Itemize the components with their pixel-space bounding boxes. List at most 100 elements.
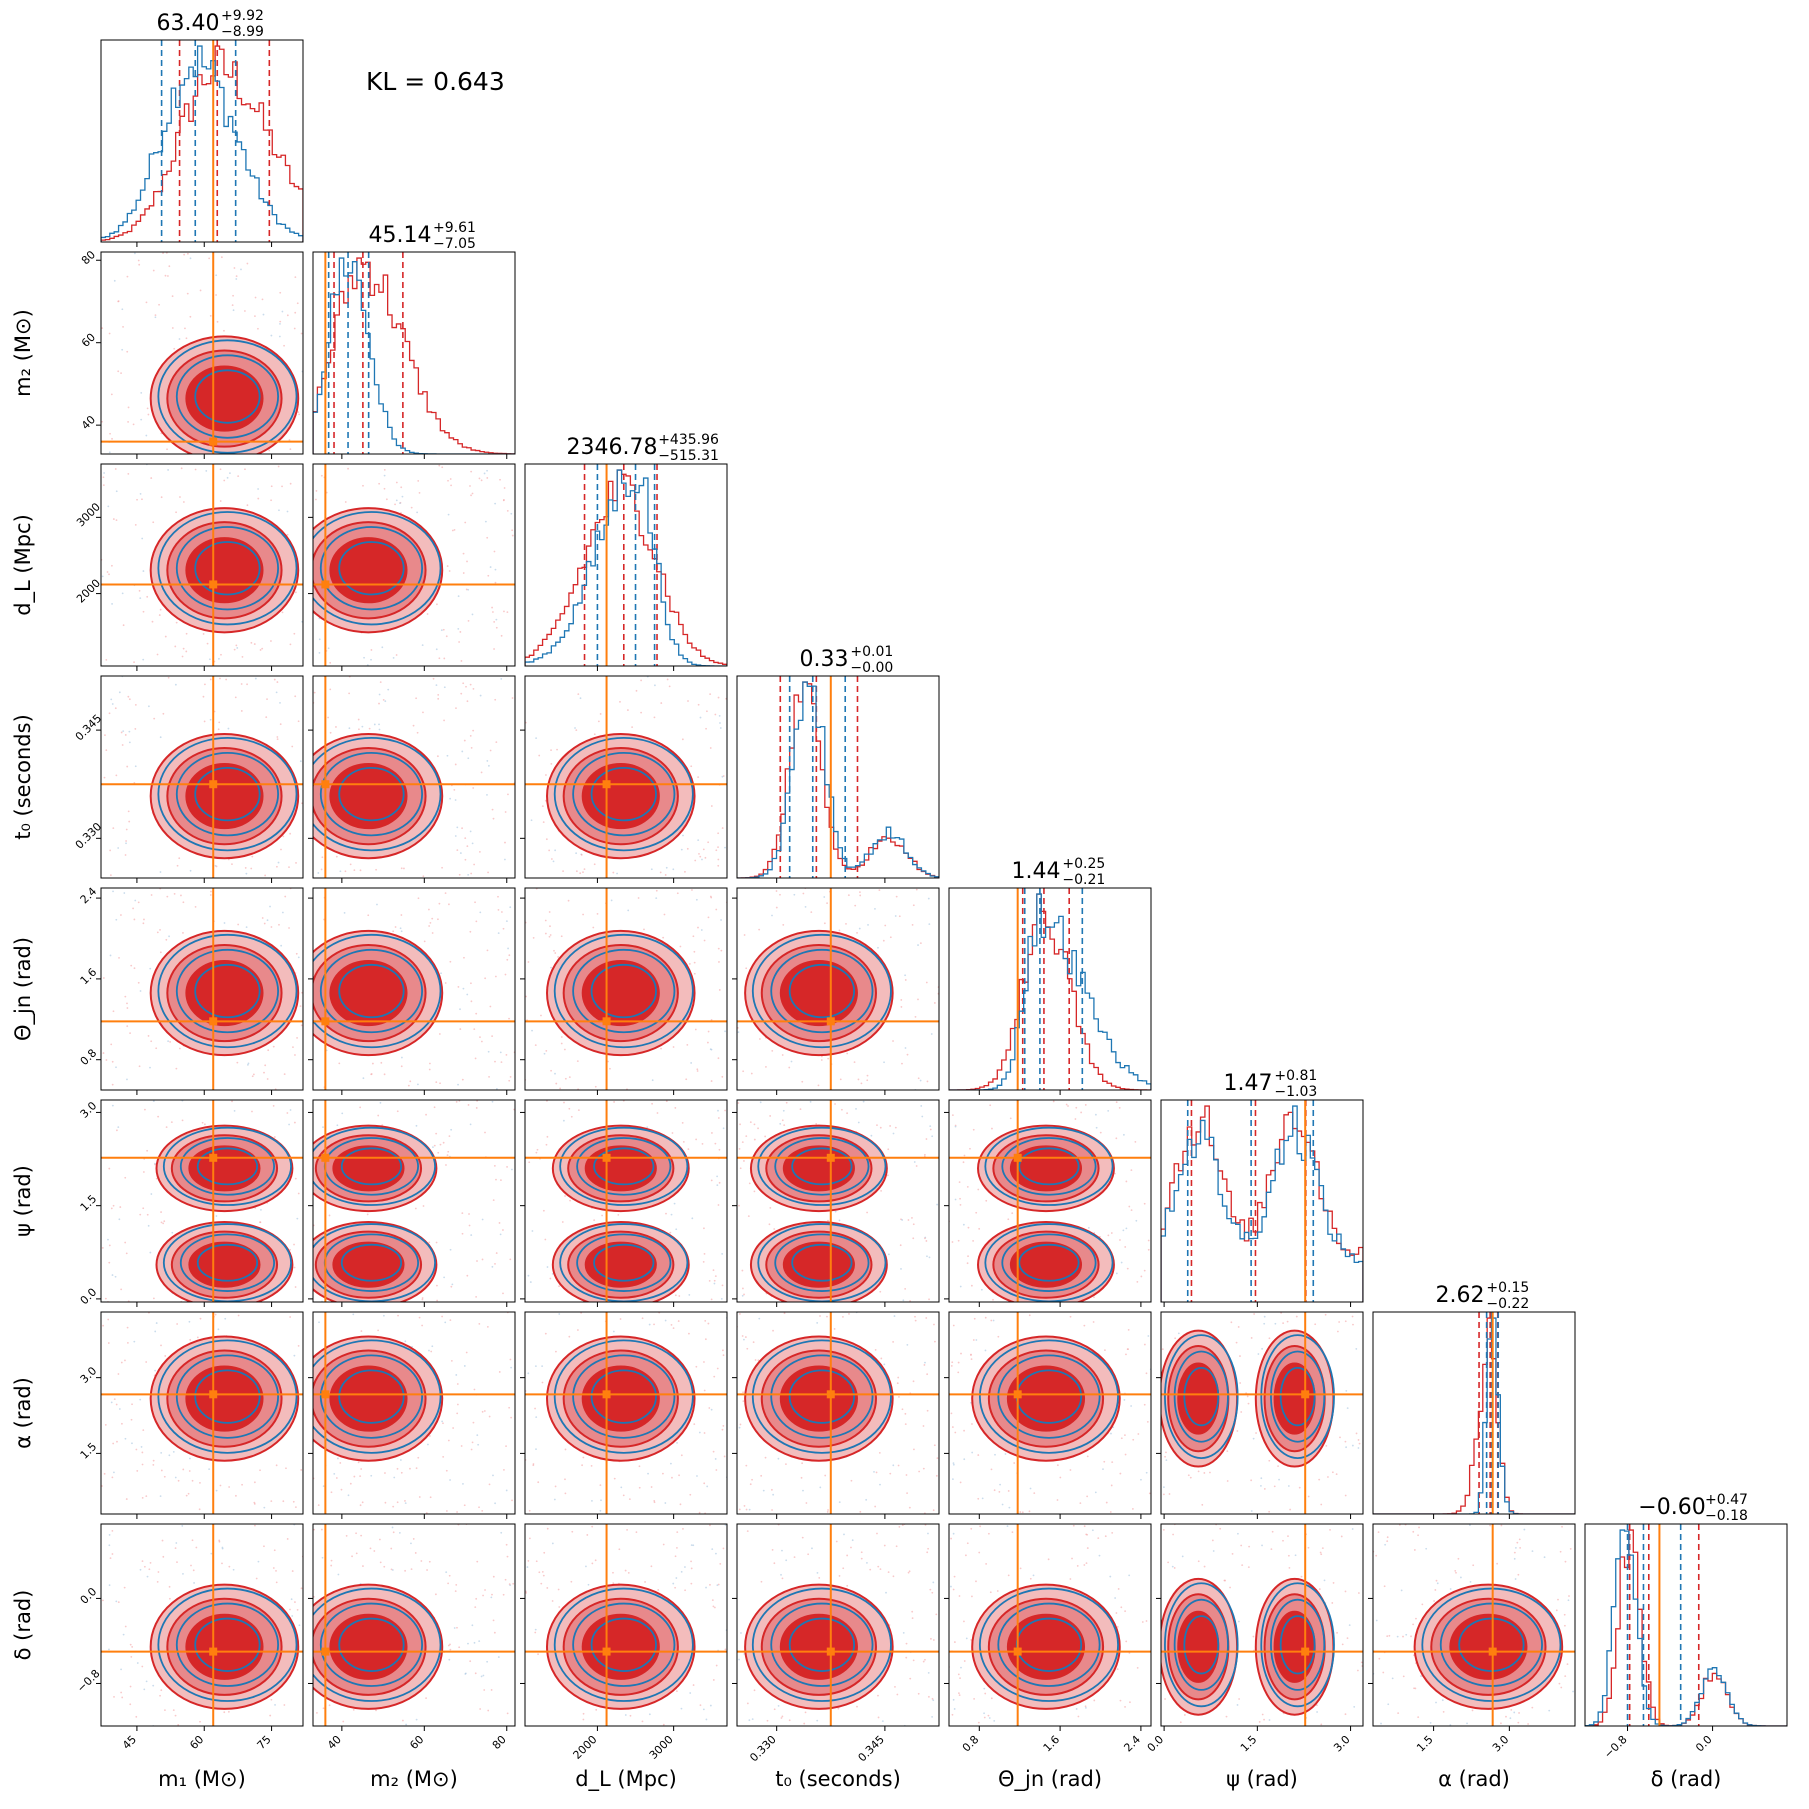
scatter-point [363, 656, 365, 659]
scatter-point [448, 903, 450, 906]
scatter-point [1396, 1635, 1399, 1638]
scatter-point [159, 928, 161, 931]
scatter-point [1086, 1455, 1089, 1458]
scatter-point [289, 832, 292, 835]
scatter-point [926, 1255, 928, 1258]
scatter-point [838, 1219, 841, 1222]
scatter-point [936, 1457, 939, 1460]
scatter-point [773, 1228, 776, 1230]
scatter-point [952, 1478, 954, 1481]
scatter-point [901, 1524, 904, 1527]
scatter-point [697, 776, 700, 779]
stat-title-theta_jn: 1.44 [1012, 859, 1061, 884]
scatter-point [1378, 1657, 1381, 1660]
scatter-point [235, 278, 238, 280]
scatter-point [965, 1637, 968, 1640]
scatter-point [1237, 1620, 1240, 1623]
scatter-point [799, 1108, 802, 1111]
scatter-point [950, 1412, 953, 1415]
scatter-point [400, 930, 403, 933]
scatter-point [1563, 1624, 1566, 1627]
scatter-point [400, 1471, 403, 1474]
truth-marker [321, 1390, 330, 1399]
scatter-point [692, 1684, 695, 1686]
scatter-point [866, 1211, 868, 1214]
scatter-point [826, 902, 828, 905]
scatter-point [924, 1658, 926, 1661]
scatter-point [952, 1324, 955, 1327]
scatter-point [1136, 1281, 1139, 1283]
scatter-point [387, 688, 390, 691]
scatter-point [628, 1498, 631, 1501]
hist-red-m1 [101, 45, 303, 242]
scatter-point [709, 1048, 712, 1051]
scatter-point [414, 1207, 417, 1210]
scatter-point [209, 678, 212, 681]
scatter-point [1518, 1712, 1520, 1714]
scatter-point [696, 1070, 699, 1072]
scatter-point [544, 919, 547, 922]
scatter-point [480, 479, 483, 482]
scatter-point [289, 448, 292, 450]
scatter-point [509, 906, 512, 909]
scatter-point [1421, 1603, 1424, 1606]
scatter-point [1434, 1589, 1437, 1591]
scatter-point [967, 1255, 969, 1258]
scatter-point [103, 472, 106, 474]
scatter-point [593, 863, 596, 866]
scatter-point [182, 647, 185, 650]
scatter-point [879, 1290, 882, 1293]
contour-blue-1 [774, 1137, 870, 1196]
scatter-point [788, 1066, 791, 1069]
scatter-point [856, 931, 858, 934]
contour-blue-0 [757, 1223, 887, 1302]
scatter-point [962, 1223, 965, 1226]
scatter-point [168, 1597, 171, 1600]
scatter-point [459, 631, 462, 633]
scatter-point [125, 1252, 128, 1255]
stat-title-psi: 1.47 [1224, 1071, 1273, 1096]
scatter-point [717, 1117, 720, 1119]
scatter-point [313, 691, 316, 694]
scatter-point [1336, 1631, 1338, 1634]
scatter-point [581, 1464, 584, 1467]
scatter-point [970, 1354, 972, 1356]
scatter-point [175, 1067, 178, 1070]
scatter-point [484, 1589, 486, 1591]
scatter-point [221, 1562, 223, 1565]
scatter-point [1417, 1716, 1420, 1719]
scatter-point [709, 895, 712, 898]
contour-red-2 [329, 1365, 408, 1432]
y-axis-label-delta: δ (rad) [11, 1590, 35, 1661]
scatter-point [178, 857, 181, 860]
scatter-point [124, 1359, 126, 1362]
scatter-point [232, 294, 234, 297]
scatter-point [877, 1716, 880, 1719]
scatter-point [416, 731, 419, 734]
scatter-point [373, 1550, 376, 1552]
scatter-point [444, 1321, 447, 1324]
scatter-point [853, 1061, 856, 1063]
scatter-point [568, 1076, 571, 1079]
stat-minus-m1: −8.99 [221, 24, 264, 40]
scatter-point [481, 1509, 484, 1512]
scatter-point [466, 1274, 469, 1277]
contour-blue-1 [1270, 1350, 1326, 1443]
scatter-point [159, 951, 162, 954]
scatter-point [317, 872, 320, 874]
scatter-point [1140, 1275, 1143, 1278]
scatter-point [495, 1252, 498, 1254]
scatter-point [297, 1344, 300, 1347]
scatter-point [478, 477, 481, 480]
contour-blue-0 [313, 1339, 442, 1454]
scatter-point [914, 1315, 916, 1318]
scatter-point [1429, 1721, 1432, 1724]
scatter-point [1011, 1531, 1014, 1534]
scatter-point [896, 1693, 899, 1696]
scatter-point [912, 1237, 915, 1240]
scatter-point [958, 1181, 961, 1184]
scatter-point [436, 603, 438, 606]
scatter-point [115, 1403, 118, 1406]
scatter-point [462, 987, 465, 990]
scatter-point [1386, 1536, 1389, 1539]
